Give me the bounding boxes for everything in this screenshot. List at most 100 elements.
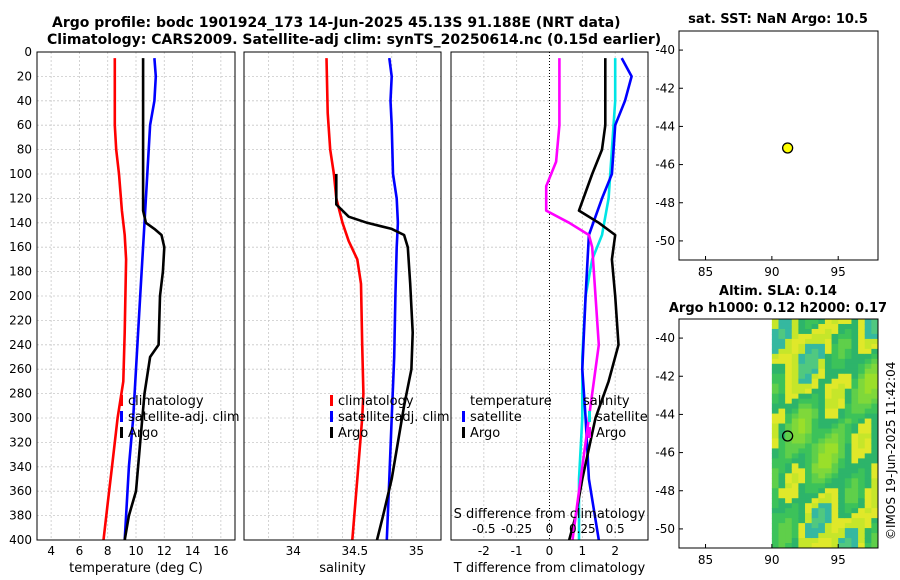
sla-map-cell	[838, 363, 846, 370]
diff-legend-s-swatch	[588, 411, 591, 422]
sla-map-cell	[858, 468, 866, 474]
sla-map-cell	[844, 473, 852, 479]
sla-map-cell	[778, 538, 786, 544]
sla-map-cell	[811, 433, 819, 439]
sla-map-cell	[851, 333, 859, 340]
sla-map-cell	[851, 538, 859, 544]
sla-map-cell	[805, 458, 813, 464]
sla-map-cell	[851, 353, 859, 360]
sla-map-cell	[858, 528, 866, 534]
diff-legend-s-label: satellite	[596, 410, 648, 425]
sla-map-cell	[778, 428, 786, 434]
sla-map-cell	[831, 413, 839, 420]
sla-map-cell	[844, 458, 852, 464]
sal-legend-swatch	[330, 427, 333, 438]
sla-map-cell	[771, 383, 779, 390]
sla-map-cell	[785, 413, 793, 420]
sla-map-cell	[818, 403, 826, 410]
sla-map-cell	[791, 363, 799, 370]
sla-map-cell	[778, 468, 786, 474]
sla-map-cell	[791, 478, 799, 484]
sla-map-cell	[791, 493, 799, 499]
sla-map-cell	[778, 503, 786, 509]
sla-map-cell	[831, 463, 839, 469]
sla-map-cell	[831, 473, 839, 479]
sla-map-cell	[785, 418, 793, 425]
sla-map-cell	[844, 368, 852, 375]
sla-map-cell	[785, 508, 793, 514]
sla-map-cell	[798, 458, 806, 464]
sla-map-cell	[844, 483, 852, 489]
sla-map-cell	[778, 463, 786, 469]
sla-map-cell	[871, 508, 879, 514]
sla-map-cell	[771, 338, 779, 345]
depth-tick-label: 320	[9, 435, 32, 449]
sla-map-cell	[805, 528, 813, 534]
diff-legend-s-label: Argo	[596, 426, 626, 441]
sla-map-cell	[785, 373, 793, 380]
sla-map-cell	[831, 328, 839, 335]
sla-map-cell	[871, 498, 879, 504]
sla-map-cell	[818, 383, 826, 390]
sla-map-cell	[791, 413, 799, 420]
sla-map-cell	[831, 468, 839, 474]
sla-map-cell	[871, 319, 879, 325]
sla-map-cell	[818, 363, 826, 370]
sla-map-cell	[791, 458, 799, 464]
sla-map-cell	[805, 468, 813, 474]
sla-map-cell	[864, 468, 872, 474]
sla-map-cell	[811, 463, 819, 469]
sla-map-cell	[871, 538, 879, 544]
temp-xtick-label: 8	[104, 544, 112, 558]
sla-map-cell	[844, 513, 852, 519]
sal-series-Argo	[334, 174, 415, 541]
sla-map-cell	[805, 328, 813, 335]
sla-map-cell	[778, 358, 786, 365]
sla-map-cell	[791, 328, 799, 335]
sla-map-cell	[791, 403, 799, 410]
diff-legend-t-swatch	[462, 411, 465, 422]
sla-map-argo-marker	[781, 430, 794, 442]
sla-map-cell	[771, 473, 779, 479]
sla-map-cell	[791, 358, 799, 365]
sla-map-cell	[791, 388, 799, 395]
sla-map-cell	[844, 348, 852, 355]
sla-map-cell	[818, 378, 826, 385]
sla-map-cell	[871, 393, 879, 400]
sla-map-cell	[818, 373, 826, 380]
sla-map-cell	[791, 468, 799, 474]
sla-map-cell	[858, 403, 866, 410]
temp-legend-swatch	[120, 395, 123, 406]
sla-map-cell	[858, 503, 866, 509]
diff-legend-t-label: satellite	[470, 410, 522, 425]
sla-map-cell	[831, 408, 839, 415]
sla-map-cell	[858, 483, 866, 489]
sla-map-cell	[798, 433, 806, 439]
sla-map-cell	[824, 513, 833, 519]
sla-map-cell	[871, 518, 879, 524]
sla-map-cell	[811, 453, 819, 459]
sla-map-cell	[798, 428, 806, 434]
sla-map-cell	[791, 393, 799, 400]
sla-map-cell	[858, 348, 866, 355]
sla-map-title-line2: Argo h1000: 0.12 h2000: 0.17	[669, 301, 887, 316]
sla-map-cell	[805, 363, 813, 370]
sla-map-cell	[798, 423, 806, 430]
sla-map-cell	[838, 478, 846, 484]
sla-map-cell	[851, 433, 859, 439]
sla-map-cell	[838, 438, 846, 444]
sla-map-cell	[844, 323, 852, 330]
sla-map-cell	[864, 498, 872, 504]
sla-map-cell	[771, 538, 779, 544]
sla-map-cell	[831, 523, 839, 529]
sla-map-cell	[858, 453, 866, 459]
sla-map-cell	[811, 319, 819, 325]
sla-map-cell	[805, 413, 813, 420]
sla-map-cell	[864, 543, 872, 549]
sla-map-cell	[798, 363, 806, 370]
sla-map-cell	[818, 503, 826, 509]
sla-map-cell	[838, 503, 846, 509]
sla-map-cell	[805, 498, 813, 504]
sla-map-cell	[858, 323, 866, 330]
sla-map-cell	[805, 538, 813, 544]
